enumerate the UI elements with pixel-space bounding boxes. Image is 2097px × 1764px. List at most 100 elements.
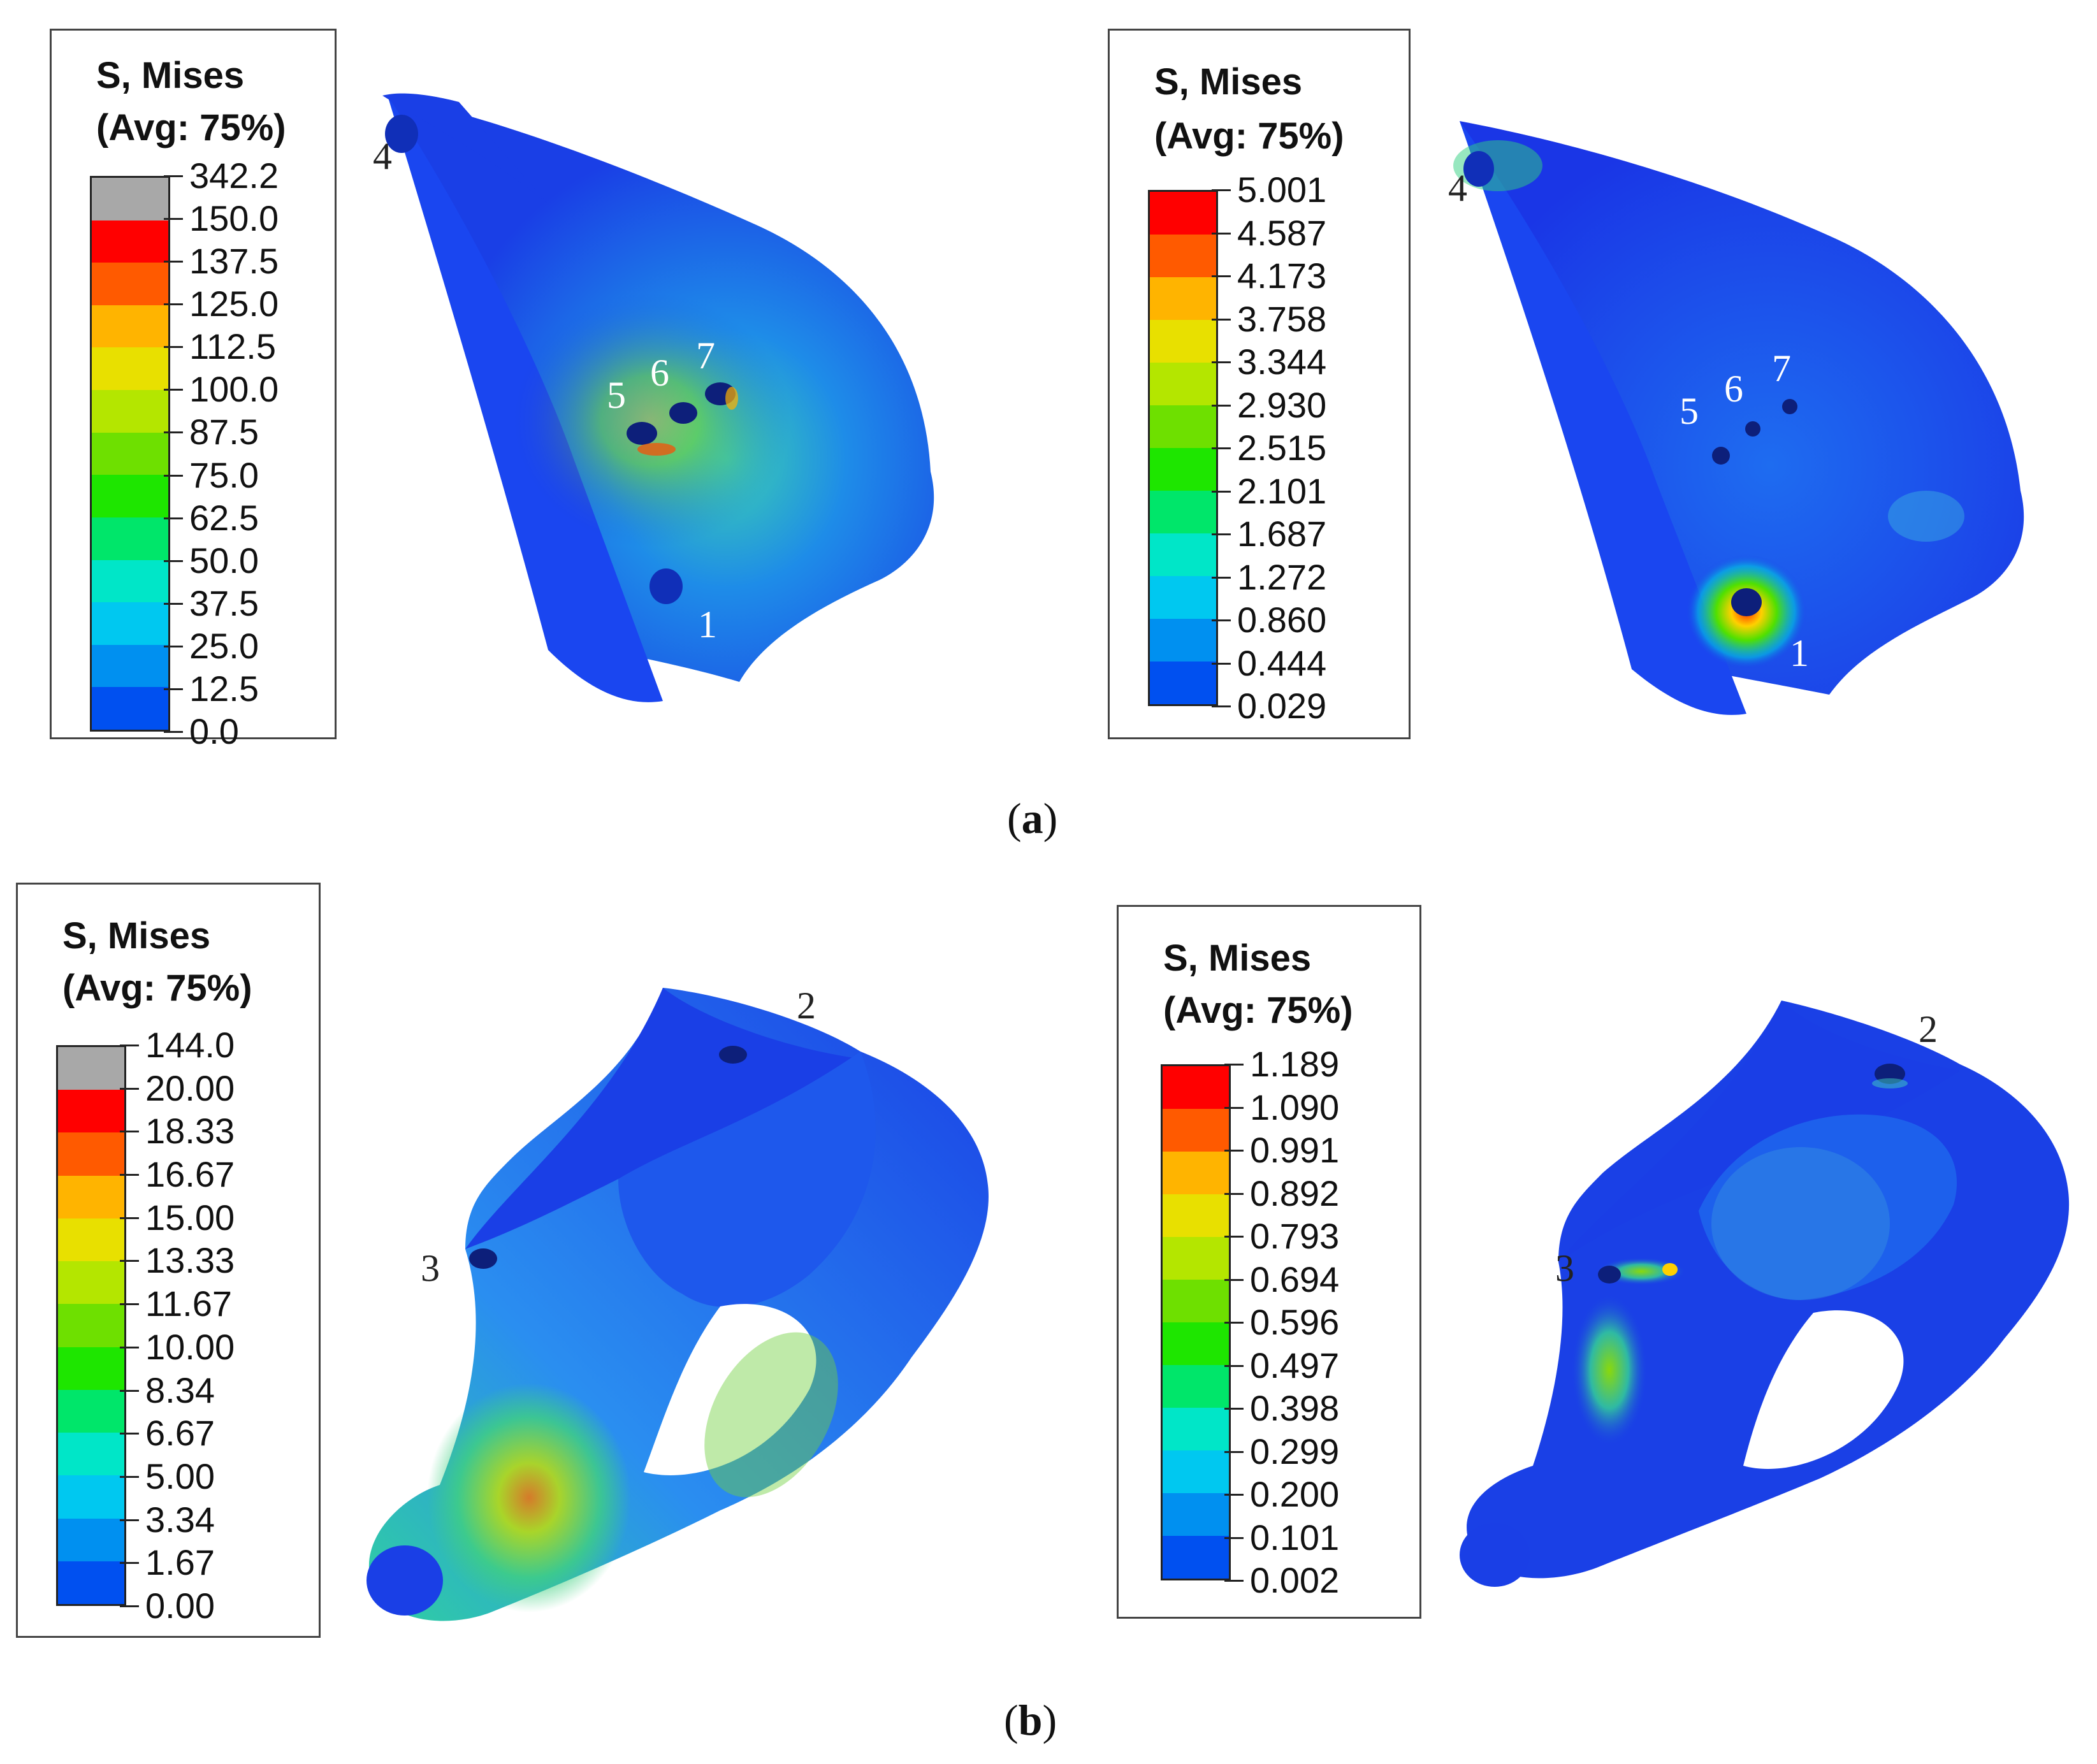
legend-tick <box>1224 1150 1244 1152</box>
legend-tick <box>120 1605 139 1607</box>
legend-tick-label: 0.444 <box>1237 642 1327 683</box>
legend-tick-label: 1.67 <box>145 1542 215 1583</box>
legend-tick-label: 1.272 <box>1237 556 1327 597</box>
legend-tick <box>164 731 183 733</box>
legend-band <box>1163 1280 1229 1323</box>
legend-tick-label: 0.101 <box>1250 1517 1340 1558</box>
legend-band <box>1163 1365 1229 1408</box>
legend-band <box>58 1475 124 1519</box>
legend-band <box>1150 576 1216 619</box>
marker-6: 6 <box>1724 368 1743 410</box>
legend-band <box>1150 277 1216 321</box>
legend-tick-label: 1.090 <box>1250 1087 1340 1127</box>
legend-tick <box>164 218 183 220</box>
legend-tick <box>1224 1106 1244 1109</box>
legend-tick-label: 75.0 <box>189 454 259 495</box>
legend-band <box>92 305 168 349</box>
legend-tick-label: 1.189 <box>1250 1044 1340 1084</box>
legend-tick-label: 50.0 <box>189 540 259 581</box>
legend-band <box>58 1389 124 1434</box>
legend-band <box>92 390 168 433</box>
legend-tick <box>1212 189 1231 191</box>
legend-tick <box>120 1045 139 1046</box>
legend-tick-label: 0.00 <box>145 1586 215 1626</box>
legend-tick-label: 0.497 <box>1250 1345 1340 1385</box>
legend-tick <box>164 474 183 477</box>
legend-title-line2: (Avg: 75%) <box>62 967 252 1009</box>
legend-tick-label: 125.0 <box>189 284 279 324</box>
legend-tick <box>1212 318 1231 321</box>
legend-title-line1: S, Mises <box>1163 937 1312 979</box>
legend-tick <box>164 389 183 391</box>
legend-band <box>58 1047 124 1091</box>
legend-tick-label: 0.596 <box>1250 1302 1340 1342</box>
legend-tick-label: 4.587 <box>1237 212 1327 253</box>
legend-tick <box>120 1475 139 1478</box>
caption-b: (b) <box>1004 1696 1057 1744</box>
legend-band <box>1163 1408 1229 1451</box>
marker-5: 5 <box>607 374 626 416</box>
color-bar <box>1148 190 1218 706</box>
color-bar <box>90 176 170 732</box>
legend-tick-label: 2.515 <box>1237 428 1327 468</box>
legend-b-right: S, Mises (Avg: 75%) 1.189 1.090 0.991 0.892… <box>1117 905 1421 1619</box>
legend-tick <box>164 431 183 434</box>
legend-tick <box>120 1260 139 1262</box>
legend-band <box>58 1132 124 1176</box>
legend-tick <box>1224 1580 1244 1582</box>
legend-band <box>1150 662 1216 704</box>
legend-tick <box>1212 533 1231 535</box>
legend-title-line1: S, Mises <box>96 55 245 96</box>
bone-model-b-left <box>363 975 1001 1638</box>
legend-band <box>1163 1450 1229 1494</box>
legend-tick-label: 13.33 <box>145 1240 235 1281</box>
legend-tick-label: 0.200 <box>1250 1474 1340 1514</box>
legend-band <box>1163 1066 1229 1110</box>
caption-a: (a) <box>1007 794 1058 842</box>
legend-tick-label: 20.00 <box>145 1067 235 1108</box>
marker-7: 7 <box>1772 347 1791 389</box>
legend-band <box>58 1261 124 1305</box>
legend-band <box>92 220 168 264</box>
legend-tick-label: 0.694 <box>1250 1259 1340 1299</box>
legend-tick <box>120 1346 139 1348</box>
legend-tick <box>1224 1536 1244 1539</box>
legend-tick <box>1224 1322 1244 1324</box>
legend-tick <box>120 1087 139 1090</box>
legend-band <box>58 1433 124 1477</box>
legend-tick-label: 0.002 <box>1250 1560 1340 1600</box>
legend-tick <box>120 1433 139 1435</box>
color-bar <box>1161 1064 1231 1580</box>
legend-band <box>1150 235 1216 278</box>
legend-band <box>1150 619 1216 662</box>
legend-tick <box>164 261 183 263</box>
legend-tick <box>1212 404 1231 407</box>
legend-tick-label: 0.991 <box>1250 1130 1340 1170</box>
legend-band <box>1163 1536 1229 1579</box>
legend-tick-label: 6.67 <box>145 1413 215 1454</box>
legend-band <box>58 1561 124 1604</box>
legend-tick <box>1212 576 1231 579</box>
marker-2: 2 <box>1919 1008 1938 1050</box>
legend-band <box>1163 1237 1229 1280</box>
marker-3: 3 <box>421 1247 440 1289</box>
legend-tick-label: 87.5 <box>189 412 259 452</box>
legend-tick-label: 0.299 <box>1250 1431 1340 1471</box>
legend-tick <box>164 175 183 177</box>
caption-b-letter: b <box>1018 1696 1043 1744</box>
legend-tick-label: 3.344 <box>1237 342 1327 382</box>
legend-tick <box>1212 361 1231 363</box>
legend-tick-label: 0.892 <box>1250 1173 1340 1213</box>
legend-band <box>92 432 168 476</box>
legend-tick <box>1212 275 1231 277</box>
legend-band <box>92 687 168 730</box>
legend-tick <box>120 1303 139 1306</box>
legend-tick-label: 8.34 <box>145 1370 215 1410</box>
legend-tick <box>120 1131 139 1133</box>
marker-4: 4 <box>373 135 392 177</box>
bone-model-b-right <box>1456 994 2075 1625</box>
marker-4: 4 <box>1448 167 1467 209</box>
legend-band <box>1150 533 1216 577</box>
legend-tick <box>120 1174 139 1176</box>
marker-3: 3 <box>1555 1247 1574 1289</box>
